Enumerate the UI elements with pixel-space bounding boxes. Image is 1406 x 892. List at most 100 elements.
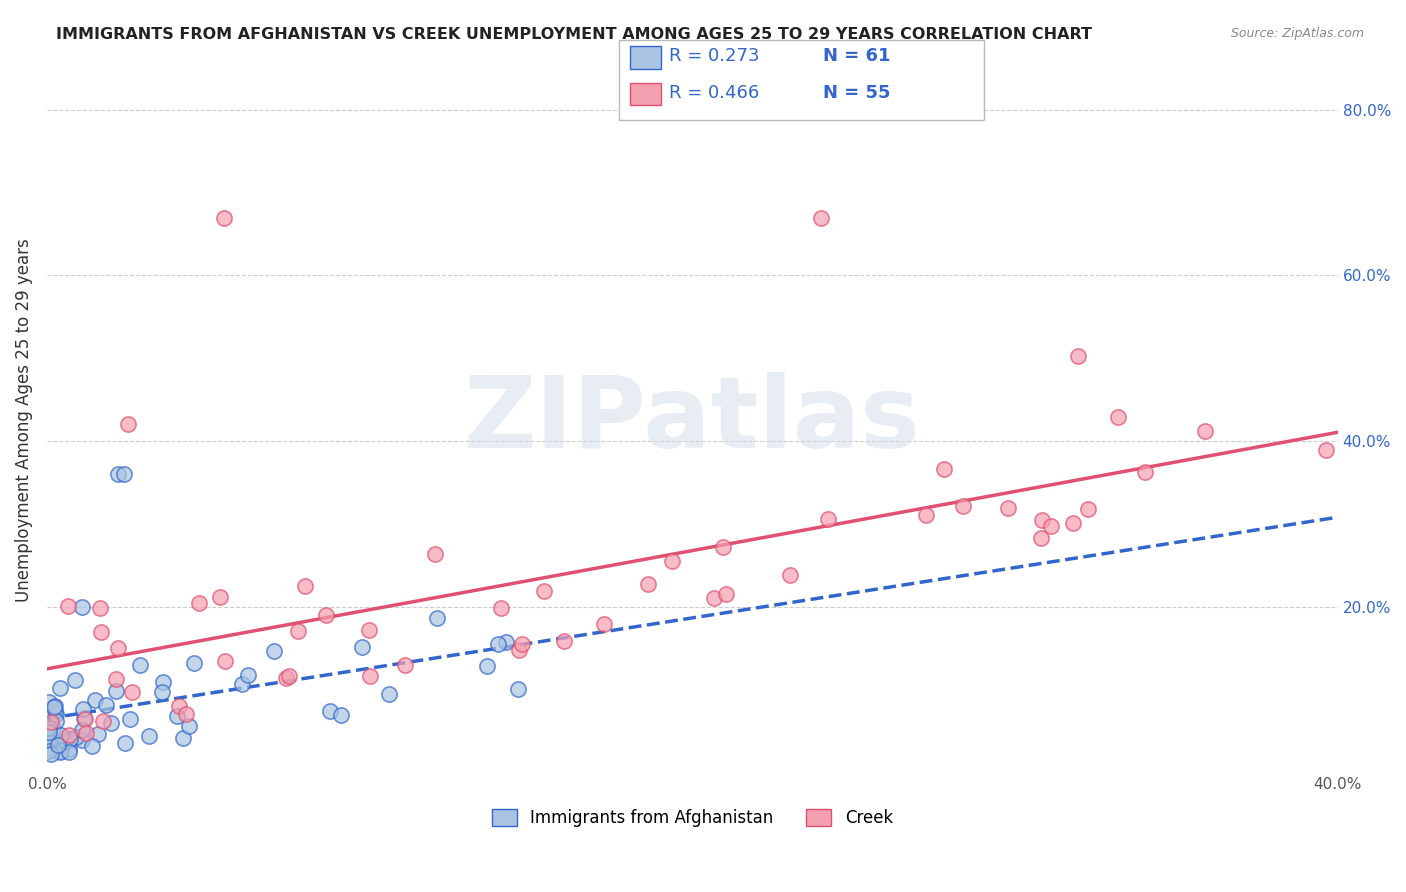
Point — [58, 745, 80, 759]
Point — [214, 211, 236, 225]
Point — [49, 744, 72, 758]
Point — [817, 512, 839, 526]
Point — [997, 501, 1019, 516]
Point — [352, 640, 374, 654]
Point — [87, 727, 110, 741]
Point — [1040, 518, 1063, 533]
Point — [120, 712, 142, 726]
Point — [53, 734, 76, 748]
Point — [1066, 349, 1088, 363]
Point — [38, 694, 60, 708]
Point — [1031, 513, 1053, 527]
Point — [48, 738, 70, 752]
Point — [952, 499, 974, 513]
Text: IMMIGRANTS FROM AFGHANISTAN VS CREEK UNEMPLOYMENT AMONG AGES 25 TO 29 YEARS CORR: IMMIGRANTS FROM AFGHANISTAN VS CREEK UNE… — [56, 27, 1092, 42]
Point — [112, 467, 135, 481]
Text: R = 0.466: R = 0.466 — [669, 84, 759, 102]
Point — [72, 600, 94, 615]
Point — [107, 467, 129, 481]
Point — [426, 610, 449, 624]
Point — [70, 733, 93, 747]
Point — [914, 508, 936, 522]
Point — [42, 742, 65, 756]
Point — [486, 637, 509, 651]
Point — [287, 624, 309, 639]
Text: N = 55: N = 55 — [823, 84, 890, 102]
Point — [1062, 516, 1084, 530]
Point — [263, 644, 285, 658]
Point — [491, 600, 513, 615]
Point — [510, 637, 533, 651]
Point — [278, 669, 301, 683]
Point — [169, 699, 191, 714]
Point — [152, 675, 174, 690]
Point — [1029, 532, 1052, 546]
Point — [128, 657, 150, 672]
Point — [779, 568, 801, 582]
Point — [44, 714, 66, 728]
Point — [231, 677, 253, 691]
Point — [63, 673, 86, 687]
Point — [553, 633, 575, 648]
Point — [508, 643, 530, 657]
Point — [56, 599, 79, 613]
Point — [38, 721, 60, 735]
Point — [703, 591, 725, 605]
Point — [44, 704, 66, 718]
Point — [359, 669, 381, 683]
Point — [318, 704, 340, 718]
Point — [1194, 424, 1216, 438]
Point — [90, 624, 112, 639]
Point — [65, 730, 87, 744]
Point — [114, 736, 136, 750]
Point — [37, 741, 59, 756]
Point — [105, 673, 128, 687]
Point — [592, 617, 614, 632]
Point — [100, 715, 122, 730]
Point — [1135, 465, 1157, 479]
Point — [72, 711, 94, 725]
Point — [72, 702, 94, 716]
Point — [357, 623, 380, 637]
Text: N = 61: N = 61 — [823, 47, 890, 65]
Point — [714, 587, 737, 601]
Point — [177, 719, 200, 733]
Point — [44, 698, 66, 713]
Point — [1077, 501, 1099, 516]
Point — [105, 683, 128, 698]
Point — [294, 579, 316, 593]
Point — [1315, 443, 1337, 458]
Point — [80, 739, 103, 753]
Point — [423, 547, 446, 561]
Point — [932, 462, 955, 476]
Point — [475, 658, 498, 673]
Text: ZIPatlas: ZIPatlas — [464, 372, 921, 469]
Point — [188, 596, 211, 610]
Point — [59, 732, 82, 747]
Point — [236, 668, 259, 682]
Point — [49, 745, 72, 759]
Point — [42, 722, 65, 736]
Text: Source: ZipAtlas.com: Source: ZipAtlas.com — [1230, 27, 1364, 40]
Point — [83, 693, 105, 707]
Point — [274, 671, 297, 685]
Point — [38, 744, 60, 758]
Point — [45, 706, 67, 721]
Point — [75, 726, 97, 740]
Point — [166, 709, 188, 723]
Point — [49, 681, 72, 695]
Point — [508, 682, 530, 697]
Point — [637, 577, 659, 591]
Point — [1107, 409, 1129, 424]
Point — [75, 712, 97, 726]
Point — [42, 700, 65, 714]
Y-axis label: Unemployment Among Ages 25 to 29 years: Unemployment Among Ages 25 to 29 years — [15, 238, 32, 602]
Point — [89, 600, 111, 615]
Point — [39, 714, 62, 729]
Point — [121, 685, 143, 699]
Point — [39, 747, 62, 761]
Point — [93, 714, 115, 728]
Point — [394, 658, 416, 673]
Legend: Immigrants from Afghanistan, Creek: Immigrants from Afghanistan, Creek — [485, 803, 900, 834]
Text: R = 0.273: R = 0.273 — [669, 47, 759, 65]
